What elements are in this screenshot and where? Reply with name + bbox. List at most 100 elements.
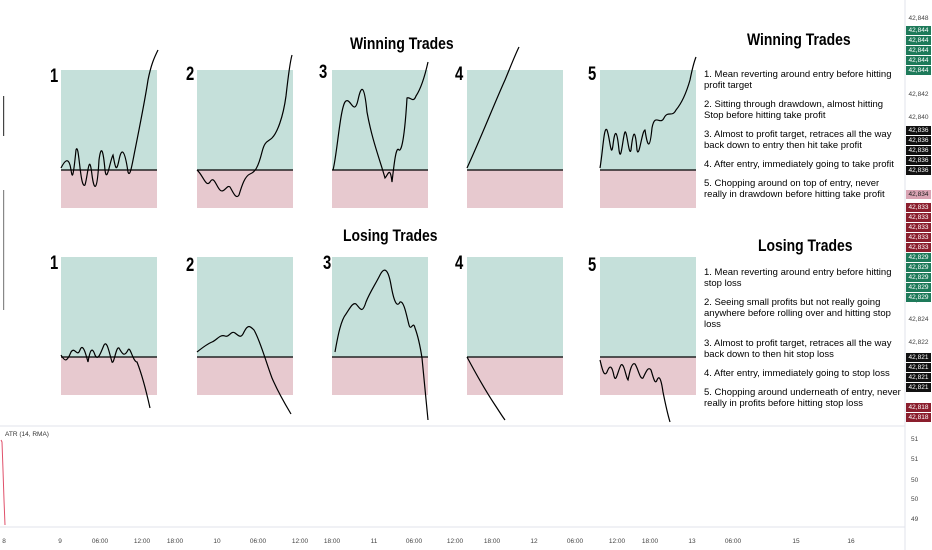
atr-value: 51: [911, 436, 919, 443]
profit-zone: [332, 70, 428, 170]
winning-note: 4. After entry, immediately going to tak…: [704, 159, 894, 170]
price-label: 42,842: [908, 91, 929, 98]
winning-notes: 1. Mean reverting around entry before hi…: [704, 69, 902, 208]
price-tag: 42,836: [906, 146, 931, 155]
profit-zone: [332, 257, 428, 357]
atr-value: 51: [911, 456, 919, 463]
price-line: [466, 356, 506, 421]
price-line: [60, 343, 151, 409]
losing-note: 2. Seeing small profits but not really g…: [704, 297, 891, 330]
price-tag: 42,821: [906, 373, 931, 382]
price-tag: 42,833: [906, 203, 931, 212]
price-tag: 42,833: [906, 233, 931, 242]
time-label: 12: [530, 538, 538, 545]
atr-value: 49: [911, 516, 919, 523]
price-line: [332, 61, 429, 183]
time-label: 15: [792, 538, 800, 545]
losing-notes: 1. Mean reverting around entry before hi…: [704, 267, 902, 417]
loss-zone: [467, 170, 563, 208]
loss-zone: [600, 170, 696, 208]
time-label: 06:00: [249, 538, 267, 545]
time-label: 06:00: [566, 538, 584, 545]
loss-zone: [197, 170, 293, 208]
winning-note: 1. Mean reverting around entry before hi…: [704, 69, 892, 91]
losing-title: Losing Trades: [343, 226, 438, 245]
profit-zone: [467, 257, 563, 357]
panel-number: 5: [588, 64, 597, 85]
price-tag: 42,829: [906, 283, 931, 292]
loss-zone: [332, 170, 428, 208]
winning-note: 3. Almost to profit target, retraces all…: [704, 129, 892, 151]
loss-zone: [61, 170, 157, 208]
panel-number: 1: [50, 253, 59, 274]
time-label: 9: [58, 538, 62, 545]
time-label: 12:00: [446, 538, 464, 545]
time-label: 12:00: [608, 538, 626, 545]
time-label: 10: [213, 538, 221, 545]
price-line: [466, 46, 520, 169]
loss-zone: [332, 357, 428, 395]
losing-note: 1. Mean reverting around entry before hi…: [704, 267, 892, 289]
left-edge-marker: [3, 96, 5, 136]
panel-number: 2: [186, 64, 195, 85]
time-label: 12:00: [291, 538, 309, 545]
price-tag: 42,829: [906, 263, 931, 272]
price-tag: 42,833: [906, 243, 931, 252]
losing-note: 5. Chopping around underneath of entry, …: [704, 387, 901, 409]
price-line: [599, 56, 697, 169]
profit-zone: [600, 70, 696, 170]
winning-note: 2. Sitting through drawdown, almost hitt…: [704, 99, 884, 121]
price-line: [196, 325, 292, 415]
losing-note: 3. Almost to profit target, retraces all…: [704, 338, 892, 360]
price-tag: 42,821: [906, 363, 931, 372]
time-label: 16: [847, 538, 855, 545]
price-tag: 42,833: [906, 213, 931, 222]
time-label: 06:00: [724, 538, 742, 545]
profit-zone: [197, 70, 293, 170]
panel-number: 5: [588, 255, 597, 276]
loss-zone: [61, 357, 157, 395]
price-tag: 42,844: [906, 66, 931, 75]
price-label: 42,824: [908, 316, 929, 323]
price-tag: 42,836: [906, 136, 931, 145]
price-tag: 42,844: [906, 36, 931, 45]
profit-zone: [61, 257, 157, 357]
price-tag: 42,821: [906, 383, 931, 392]
losing-side-title: Losing Trades: [758, 236, 853, 255]
price-tag: 42,829: [906, 273, 931, 282]
indicator-label[interactable]: ATR (14, RMA): [5, 431, 49, 438]
loss-zone: [467, 357, 563, 395]
winning-panels: [60, 46, 697, 208]
price-tag: 42,829: [906, 253, 931, 262]
panel-number: 3: [319, 62, 328, 83]
price-tag: 42,844: [906, 26, 931, 35]
price-tag: 42,818: [906, 413, 931, 422]
price-tag: 42,834: [906, 190, 931, 199]
panel-number: 1: [50, 66, 59, 87]
time-label: 13: [688, 538, 696, 545]
losing-panels: [60, 257, 696, 423]
price-label: 42,822: [908, 339, 929, 346]
panel-number: 4: [455, 253, 464, 274]
time-label: 11: [370, 538, 378, 545]
price-tag: 42,829: [906, 293, 931, 302]
time-label: 12:00: [133, 538, 151, 545]
loss-zone: [197, 357, 293, 395]
panel-number: 3: [323, 253, 332, 274]
loss-zone: [600, 357, 696, 395]
time-label: 18:00: [483, 538, 501, 545]
price-label: 42,840: [908, 114, 929, 121]
winning-title: Winning Trades: [350, 34, 454, 53]
profit-zone: [467, 70, 563, 170]
losing-note: 4. After entry, immediately going to sto…: [704, 368, 890, 379]
price-tag: 42,818: [906, 403, 931, 412]
time-label: 8: [2, 538, 6, 545]
time-label: 06:00: [405, 538, 423, 545]
panel-number: 4: [455, 64, 464, 85]
time-label: 06:00: [91, 538, 109, 545]
left-edge-marker: [3, 190, 5, 310]
atr-line: [0, 439, 6, 526]
time-label: 18:00: [166, 538, 184, 545]
time-label: 18:00: [323, 538, 341, 545]
